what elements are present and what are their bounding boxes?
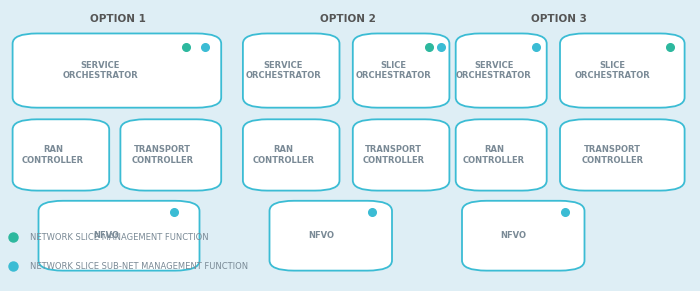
- Text: NFVO: NFVO: [93, 231, 119, 240]
- FancyBboxPatch shape: [243, 119, 340, 191]
- FancyBboxPatch shape: [456, 33, 547, 108]
- Text: SERVICE
ORCHESTRATOR: SERVICE ORCHESTRATOR: [456, 61, 532, 80]
- FancyBboxPatch shape: [560, 119, 685, 191]
- Text: RAN
CONTROLLER: RAN CONTROLLER: [253, 145, 314, 165]
- FancyBboxPatch shape: [13, 33, 221, 108]
- Text: NETWORK SLICE SUB-NET MANAGEMENT FUNCTION: NETWORK SLICE SUB-NET MANAGEMENT FUNCTIO…: [30, 262, 248, 271]
- Text: NFVO: NFVO: [500, 231, 526, 240]
- Text: RAN
CONTROLLER: RAN CONTROLLER: [463, 145, 525, 165]
- Text: OPTION 2: OPTION 2: [320, 14, 376, 24]
- FancyBboxPatch shape: [13, 119, 109, 191]
- Text: SERVICE
ORCHESTRATOR: SERVICE ORCHESTRATOR: [246, 61, 321, 80]
- FancyBboxPatch shape: [353, 119, 449, 191]
- Text: NETWORK SLICE MANAGEMENT FUNCTION: NETWORK SLICE MANAGEMENT FUNCTION: [30, 233, 209, 242]
- FancyBboxPatch shape: [38, 201, 200, 271]
- Text: NFVO: NFVO: [308, 231, 334, 240]
- FancyBboxPatch shape: [243, 33, 340, 108]
- Text: SERVICE
ORCHESTRATOR: SERVICE ORCHESTRATOR: [62, 61, 138, 80]
- Text: SLICE
ORCHESTRATOR: SLICE ORCHESTRATOR: [356, 61, 431, 80]
- Text: TRANSPORT
CONTROLLER: TRANSPORT CONTROLLER: [132, 145, 194, 165]
- Text: RAN
CONTROLLER: RAN CONTROLLER: [22, 145, 84, 165]
- FancyBboxPatch shape: [270, 201, 392, 271]
- Text: TRANSPORT
CONTROLLER: TRANSPORT CONTROLLER: [363, 145, 424, 165]
- Text: OPTION 1: OPTION 1: [90, 14, 146, 24]
- Text: TRANSPORT
CONTROLLER: TRANSPORT CONTROLLER: [581, 145, 643, 165]
- FancyBboxPatch shape: [560, 33, 685, 108]
- FancyBboxPatch shape: [462, 201, 584, 271]
- Text: SLICE
ORCHESTRATOR: SLICE ORCHESTRATOR: [575, 61, 650, 80]
- FancyBboxPatch shape: [353, 33, 449, 108]
- FancyBboxPatch shape: [120, 119, 221, 191]
- Text: OPTION 3: OPTION 3: [531, 14, 587, 24]
- FancyBboxPatch shape: [456, 119, 547, 191]
